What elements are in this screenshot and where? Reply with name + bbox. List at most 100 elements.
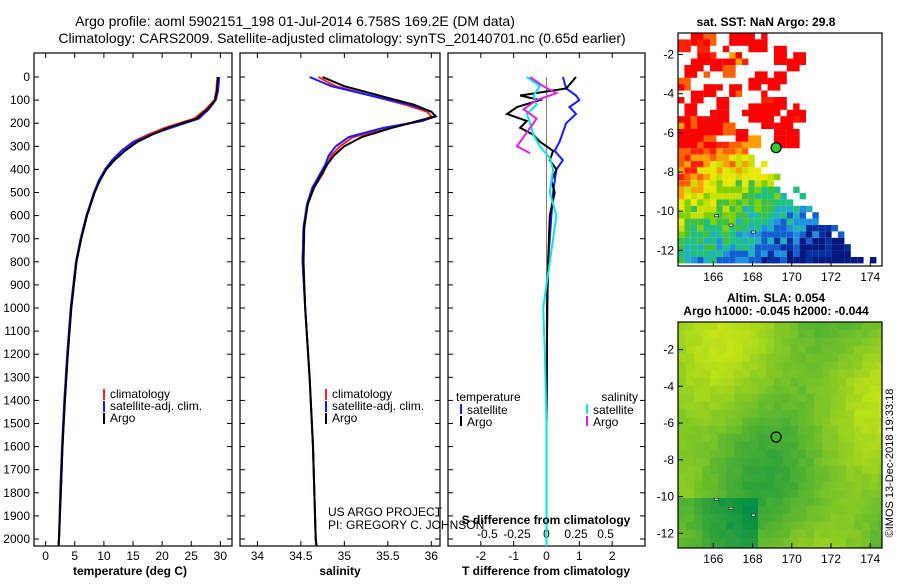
sla-cell (734, 386, 742, 394)
sla-cell (702, 386, 710, 394)
sst-cell (799, 231, 806, 238)
sla-cell (798, 514, 806, 522)
sla-cell (846, 442, 854, 450)
sla-cell (798, 482, 806, 490)
sst-cell (767, 205, 774, 213)
sla-cell (862, 402, 870, 410)
sst-cell (780, 205, 787, 213)
sst-cell (703, 129, 710, 136)
sst-cell (735, 148, 742, 155)
sla-cell (798, 410, 806, 418)
sla-cell (798, 458, 806, 466)
sla-cell (758, 434, 766, 442)
sst-cell (697, 161, 704, 168)
sla-cell (838, 362, 846, 370)
sst-cell (761, 212, 768, 219)
sla-cell (774, 418, 782, 426)
sla-cell (806, 426, 814, 434)
sst-cell (703, 122, 710, 129)
sst-cell (774, 231, 781, 238)
sla-cell (830, 386, 838, 394)
sst-cell (754, 39, 768, 53)
sst-cell (710, 173, 717, 181)
sla-cell (806, 394, 814, 402)
sst-cell (735, 90, 742, 97)
sla-cell (686, 410, 694, 418)
sst-cell (716, 225, 723, 232)
top-x-tick-label: 0.5 (597, 527, 614, 541)
sla-cell (734, 490, 742, 498)
sst-cell (735, 186, 742, 193)
sla-cell (702, 346, 710, 354)
sst-cell (793, 231, 800, 238)
sla-cell (806, 338, 814, 346)
sla-cell (806, 458, 814, 466)
sst-cell (754, 237, 762, 245)
sla-cell (814, 522, 822, 530)
sla-cell (822, 386, 830, 394)
sla-cell (870, 402, 878, 410)
sla-cell (702, 474, 710, 482)
sst-cell (678, 154, 685, 161)
sst-cell (703, 205, 710, 213)
sla-cell (854, 346, 862, 354)
sst-cell (690, 225, 698, 232)
sla-cell (838, 426, 846, 434)
sst-cell (716, 231, 723, 238)
sst-cell (690, 154, 698, 161)
sst-cell (684, 161, 691, 168)
sst-cell (710, 231, 717, 238)
sla-cell (686, 322, 694, 330)
sla-cell (790, 354, 798, 362)
sla-cell (686, 514, 694, 522)
sla-cell (774, 402, 782, 410)
map-x-tick-label: 168 (743, 270, 763, 284)
sla-cell (750, 490, 758, 498)
sla-cell (766, 458, 774, 466)
sla-cell (758, 386, 766, 394)
sst-cell (767, 199, 774, 206)
sla-cell (678, 394, 686, 402)
sla-cell (678, 338, 686, 346)
sst-cell (697, 116, 704, 123)
sla-cell (782, 346, 790, 354)
sla-cell (782, 354, 790, 362)
sla-cell (774, 506, 782, 514)
x-tick-label: 35 (338, 549, 352, 563)
sla-cell (782, 506, 790, 514)
legend-label: Argo (110, 411, 136, 425)
sst-cell (793, 250, 800, 257)
sst-cell (793, 257, 800, 264)
sla-cell (798, 386, 806, 394)
sla-cell (750, 514, 758, 522)
sst-cell (780, 225, 787, 232)
map-x-tick-label: 170 (782, 552, 802, 566)
title-line2: Climatology: CARS2009. Satellite-adjuste… (58, 30, 625, 46)
sla-cell (750, 370, 758, 378)
sst-cell (697, 122, 704, 129)
sla-cell (702, 362, 710, 370)
sla-cell (806, 514, 814, 522)
sla-cell (870, 434, 878, 442)
sla-cell (742, 330, 750, 338)
sla-cell (782, 490, 790, 498)
sla-cell (742, 402, 750, 410)
sst-cell (780, 218, 787, 225)
sst-cell (793, 205, 800, 213)
sla-cell (822, 322, 830, 330)
sla-cell (846, 466, 854, 474)
sst-cell (690, 173, 698, 181)
depth-tick-label: 1900 (3, 509, 30, 523)
depth-tick-label: 1100 (4, 324, 30, 338)
sla-cell (774, 434, 782, 442)
sla-cell (750, 458, 758, 466)
sst-cell (684, 167, 691, 174)
sla-cell (718, 490, 726, 498)
sla-cell (806, 346, 814, 354)
depth-tick-label: 1800 (3, 486, 30, 500)
sla-cell (830, 474, 838, 482)
depth-tick-label: 500 (10, 186, 30, 200)
sla-cell (782, 546, 790, 548)
sla-cell (790, 322, 798, 330)
sla-cell (878, 506, 882, 514)
